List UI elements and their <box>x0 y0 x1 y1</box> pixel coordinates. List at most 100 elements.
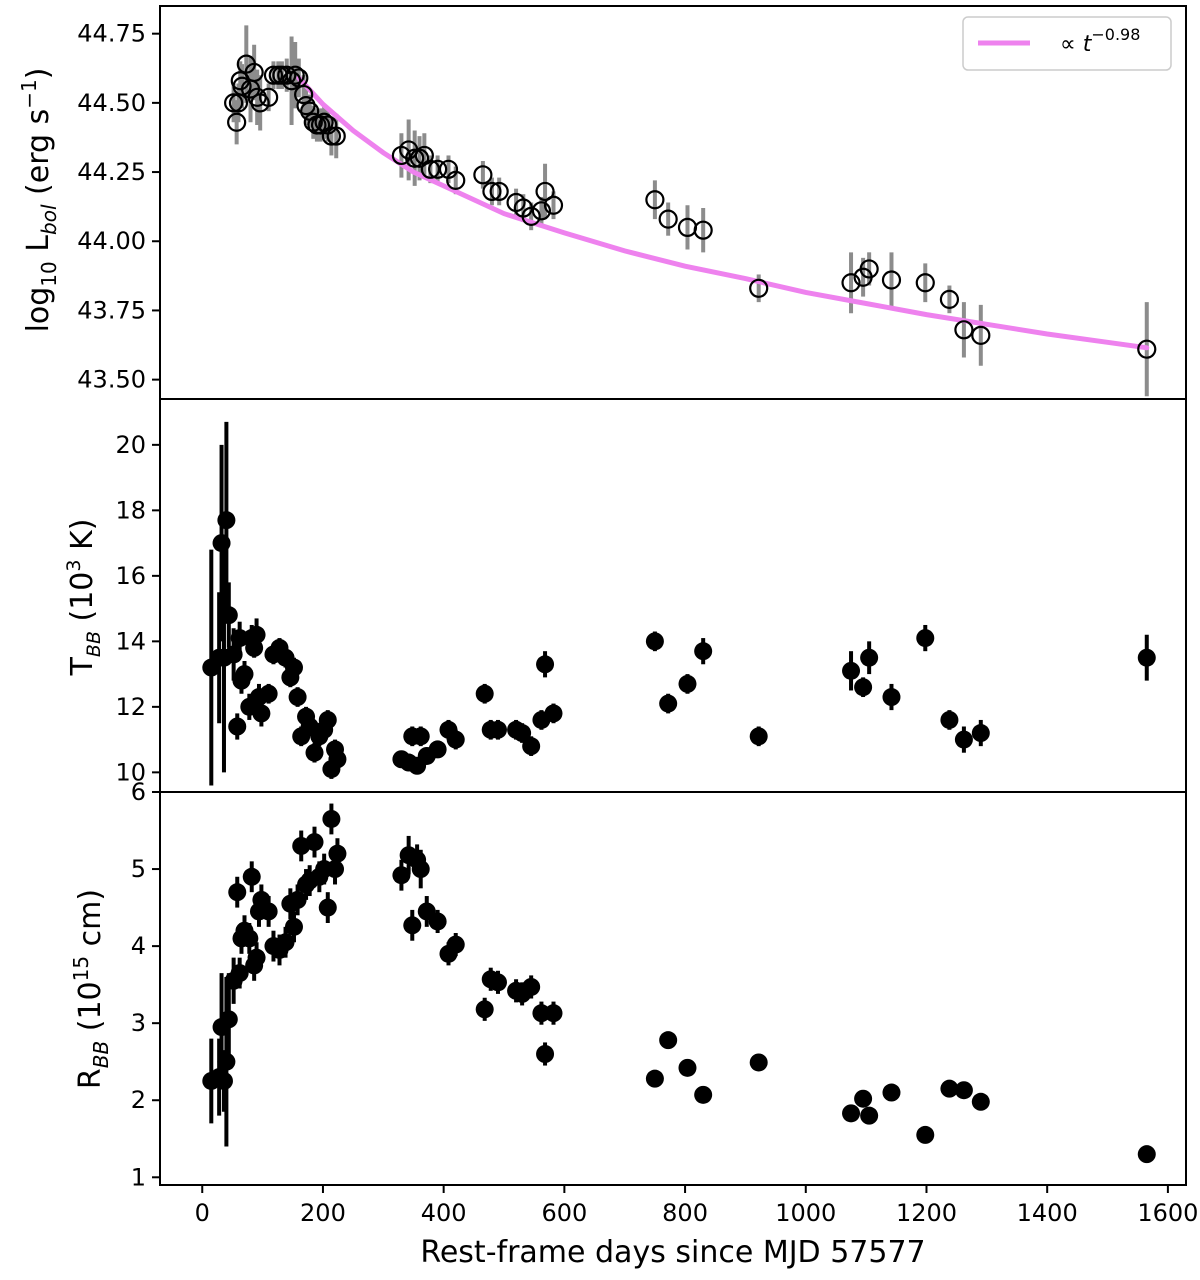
lbol-ytick-label: 44.50 <box>77 89 146 117</box>
tbb-point <box>217 511 236 530</box>
x-tick-label: 1400 <box>1017 1199 1078 1227</box>
tbb-point <box>475 684 494 703</box>
tbb-ylabel-sup: 3 <box>63 560 85 572</box>
lbol-point <box>1137 339 1157 359</box>
lbol-point <box>446 170 466 190</box>
tbb-point <box>235 665 254 684</box>
lbol-point <box>915 273 935 293</box>
rbb-ytick-label: 6 <box>131 778 146 806</box>
x-tick-label: 0 <box>195 1199 210 1227</box>
rbb-point <box>219 1010 238 1029</box>
tbb-point <box>446 730 465 749</box>
legend-box <box>962 16 1172 71</box>
lbol-point <box>232 76 252 96</box>
rbb-point <box>217 1052 236 1071</box>
rbb-point <box>446 935 465 954</box>
lbol-point <box>693 220 713 240</box>
rbb-ytick-label: 1 <box>131 1163 146 1191</box>
rbb-ytick-label: 4 <box>131 932 146 960</box>
tbb-ytick-label: 10 <box>115 758 146 786</box>
rbb-point <box>488 973 507 992</box>
lbol-ylabel-end: ) <box>21 68 56 80</box>
tbb-point <box>854 678 873 697</box>
lbol-point <box>859 259 879 279</box>
x-tick-label: 1200 <box>896 1199 957 1227</box>
tbb-yticks: 10 12 14 16 18 20 <box>115 431 160 786</box>
tbb-point <box>411 727 430 746</box>
lbol-ylabel-unit: (erg s <box>21 109 56 205</box>
x-tick-label: 1000 <box>775 1199 836 1227</box>
tbb-point <box>228 717 247 736</box>
lbol-point <box>939 289 960 309</box>
lbol-point <box>263 65 284 85</box>
tbb-point <box>328 750 347 769</box>
tbb-point <box>694 642 713 661</box>
tbb-point <box>212 534 231 553</box>
tbb-point <box>247 625 266 644</box>
rbb-y-axis-label: RBB (1015 cm) <box>69 889 113 1089</box>
rbb-point <box>318 898 337 917</box>
tbb-point <box>219 606 238 625</box>
tbb-point <box>488 720 507 739</box>
tbb-point <box>749 727 768 746</box>
lbol-y-axis-label: log10 Lbol (erg s−1) <box>17 68 61 333</box>
rbb-point <box>971 1092 990 1111</box>
rbb-point <box>392 866 411 885</box>
power-law-fit-line <box>296 75 1150 351</box>
tbb-point <box>522 737 541 756</box>
tbb-ylabel-end: K) <box>65 519 100 560</box>
lbol-point <box>326 126 346 146</box>
lbol-point <box>296 96 316 116</box>
lbol-point <box>881 270 902 290</box>
lbol-point <box>535 181 555 202</box>
lbol-point <box>277 65 297 85</box>
x-tick-label: 800 <box>662 1199 708 1227</box>
tbb-ylabel-sub: BB <box>83 631 105 657</box>
lbol-point <box>645 190 665 210</box>
tbb-point <box>544 704 563 723</box>
rbb-point <box>247 948 266 967</box>
x-tick-label: 1600 <box>1137 1199 1198 1227</box>
tbb-point <box>954 730 973 749</box>
lbol-point <box>224 93 244 113</box>
rbb-point <box>842 1104 861 1123</box>
tbb-point <box>318 710 337 729</box>
lbol-ylabel-sub: 10 <box>37 261 61 286</box>
rbb-point <box>694 1085 713 1104</box>
lbol-point <box>285 65 305 85</box>
legend-var: t <box>1083 32 1093 57</box>
tbb-point <box>252 704 271 723</box>
rbb-point <box>326 860 345 879</box>
svg-text:TBB (103 K): TBB (103 K) <box>63 519 105 677</box>
rbb-point <box>328 844 347 863</box>
lbol-yticks: 43.50 43.75 44.00 44.25 44.50 44.75 <box>77 20 160 394</box>
rbb-point <box>854 1089 873 1108</box>
rbb-point <box>916 1125 935 1144</box>
lbol-ytick-label: 44.25 <box>77 158 146 186</box>
rbb-point <box>230 964 249 983</box>
lbol-point <box>521 206 541 226</box>
tbb-panel: 10 12 14 16 18 20 TBB (103 K) <box>63 421 1156 786</box>
x-tick-label: 400 <box>421 1199 467 1227</box>
tbb-ytick-label: 12 <box>115 693 146 721</box>
lbol-ylabel-sup: −1 <box>17 79 41 108</box>
rbb-panel: 1 2 3 4 5 6 RBB (1015 cm) <box>69 778 1156 1191</box>
lbol-ylabel-sub2: bol <box>37 204 61 235</box>
tbb-ytick-label: 18 <box>115 496 146 524</box>
x-axis-label: Rest-frame days since MJD 57577 <box>420 1235 925 1270</box>
lbol-point <box>489 181 509 202</box>
lbol-point <box>473 165 493 185</box>
rbb-point <box>288 890 307 909</box>
tbb-point <box>224 645 243 664</box>
x-axis-ticks: 0 200 400 600 800 1000 1200 1400 1600 <box>195 1185 1198 1227</box>
rbb-point <box>536 1045 555 1063</box>
lbol-point <box>971 325 991 345</box>
rbb-point <box>305 833 324 852</box>
tbb-point <box>842 661 861 680</box>
rbb-point <box>228 883 247 902</box>
rbb-ytick-label: 3 <box>131 1009 146 1037</box>
rbb-yticks: 1 2 3 4 5 6 <box>131 778 160 1191</box>
rbb-point <box>659 1031 678 1050</box>
rbb-ytick-label: 5 <box>131 855 146 883</box>
tbb-point <box>1137 648 1156 667</box>
